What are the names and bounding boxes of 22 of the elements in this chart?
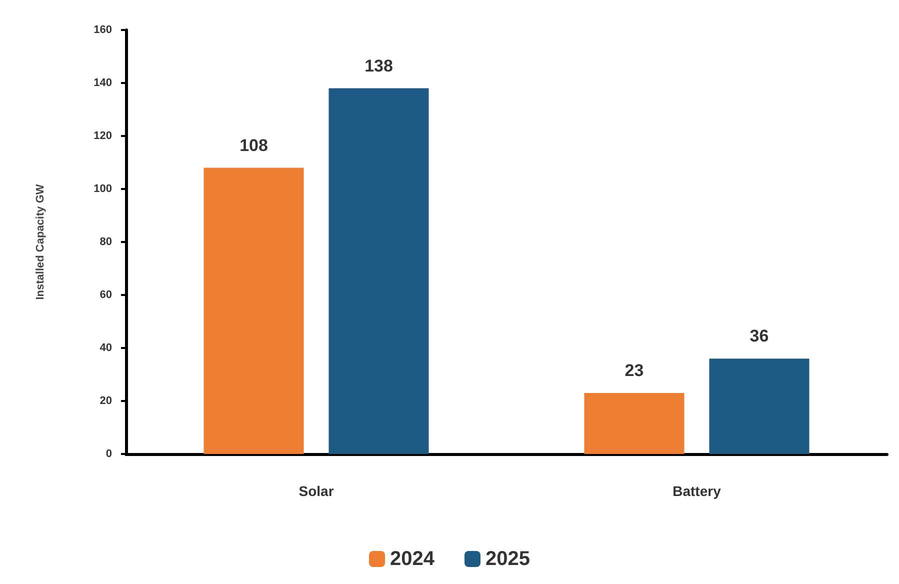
bar [709, 358, 810, 454]
y-tick-label: 0 [106, 448, 112, 460]
data-label: 108 [240, 136, 268, 155]
y-tick-label: 120 [94, 130, 112, 142]
y-tick-label: 20 [100, 395, 112, 407]
y-tick-label: 40 [100, 342, 112, 354]
x-tick-label: Battery [672, 483, 722, 499]
y-tick-label: 100 [94, 183, 112, 195]
legend-label: 2025 [486, 548, 530, 570]
y-tick-label: 160 [94, 24, 112, 36]
y-axis-title: Installed Capacity GW [34, 184, 46, 300]
x-tick-label: Solar [298, 483, 334, 499]
data-label: 36 [750, 326, 769, 346]
bar [584, 393, 684, 454]
bar [328, 88, 429, 454]
data-label: 138 [364, 56, 393, 76]
legend-label: 2024 [390, 548, 436, 570]
y-tick-label: 140 [94, 77, 112, 89]
bar [204, 168, 304, 454]
y-tick-label: 60 [100, 289, 112, 301]
data-label: 23 [624, 361, 644, 380]
y-tick-label: 80 [100, 236, 112, 248]
